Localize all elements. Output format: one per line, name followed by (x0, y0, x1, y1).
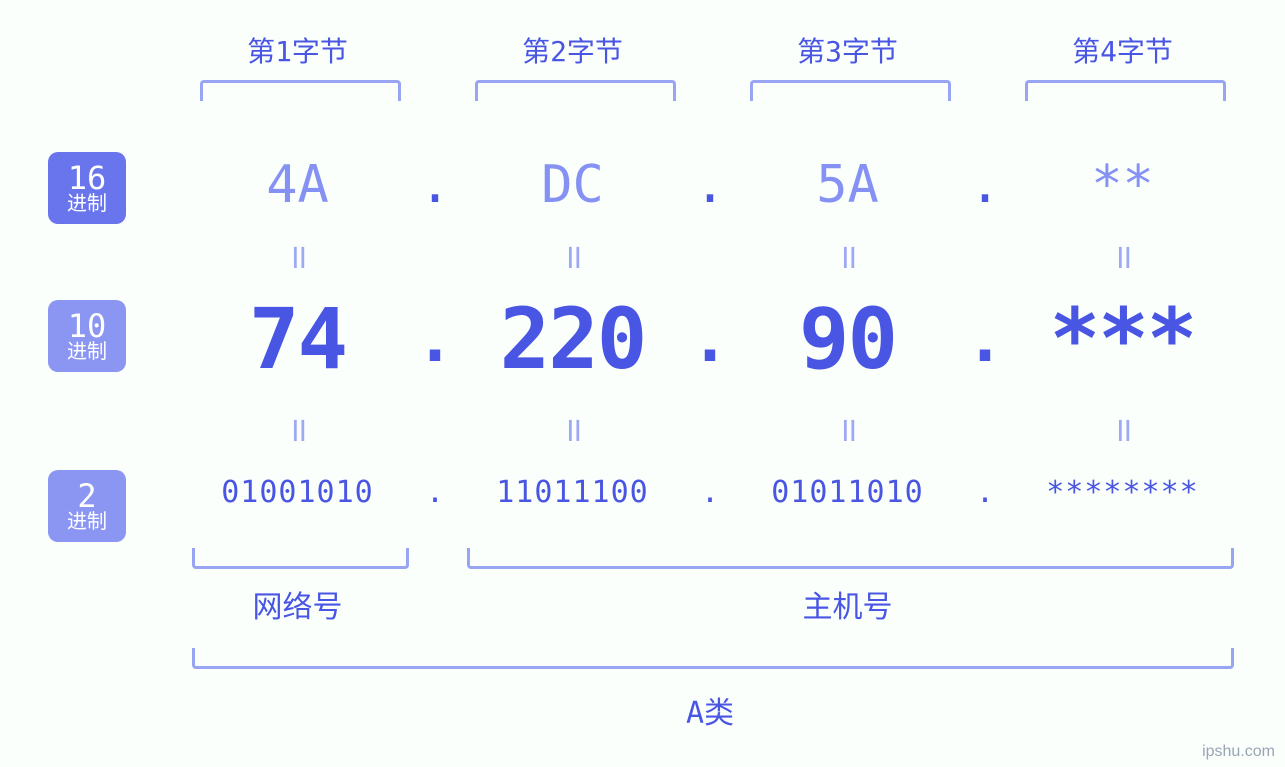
equals-icon: ॥ (1005, 232, 1240, 278)
hex-byte-2: DC (455, 155, 690, 215)
span-bracket-icon (467, 548, 1234, 569)
dec-byte-1: 74 (180, 290, 415, 390)
equals-icon: ॥ (180, 405, 415, 451)
byte-bracket-icon (200, 80, 401, 101)
diagram-content: 第1字节 第2字节 第3字节 第4字节 4A . DC . 5A . ** ॥ … (180, 0, 1240, 767)
span-bracket-icon (192, 548, 409, 569)
byte-label-2: 第2字节 (455, 30, 690, 70)
equals-icon: ॥ (455, 232, 690, 278)
equals-icon: ॥ (730, 405, 965, 451)
host-label: 主机号 (648, 582, 1048, 626)
span-bracket-icon (192, 648, 1234, 669)
byte-label-1: 第1字节 (180, 30, 415, 70)
byte-bracket-icon (475, 80, 676, 101)
network-label: 网络号 (98, 582, 498, 626)
bin-byte-1: 01001010 (180, 475, 415, 510)
dot-icon: . (965, 155, 1005, 215)
bin-byte-4: ******** (1005, 475, 1240, 510)
dot-icon: . (965, 290, 1005, 390)
dot-icon: . (690, 475, 730, 510)
dot-icon: . (415, 290, 455, 390)
badge-hex: 16 进制 (48, 152, 126, 224)
badge-hex-number: 16 (68, 162, 107, 196)
dec-byte-2: 220 (455, 290, 690, 390)
bin-byte-3: 01011010 (730, 475, 965, 510)
bin-byte-2: 11011100 (455, 475, 690, 510)
badge-bin: 2 进制 (48, 470, 126, 542)
class-label: A类 (510, 688, 910, 732)
badge-hex-caption: 进制 (67, 193, 107, 214)
badge-dec-caption: 进制 (67, 341, 107, 362)
equals-row-1: ॥ ॥ ॥ ॥ (180, 232, 1240, 278)
badge-bin-number: 2 (77, 480, 96, 514)
hex-byte-3: 5A (730, 155, 965, 215)
dot-icon: . (965, 475, 1005, 510)
equals-icon: ॥ (730, 232, 965, 278)
badge-bin-caption: 进制 (67, 511, 107, 532)
hex-byte-4: ** (1005, 155, 1240, 215)
dot-icon: . (415, 475, 455, 510)
dec-byte-3: 90 (730, 290, 965, 390)
badge-dec: 10 进制 (48, 300, 126, 372)
dot-icon: . (690, 290, 730, 390)
byte-bracket-icon (1025, 80, 1226, 101)
byte-label-4: 第4字节 (1005, 30, 1240, 70)
byte-bracket-icon (750, 80, 951, 101)
byte-label-row: 第1字节 第2字节 第3字节 第4字节 (180, 30, 1240, 70)
hex-byte-1: 4A (180, 155, 415, 215)
badge-dec-number: 10 (68, 310, 107, 344)
equals-icon: ॥ (455, 405, 690, 451)
dot-icon: . (690, 155, 730, 215)
bin-row: 01001010 . 11011100 . 01011010 . *******… (180, 475, 1240, 510)
equals-icon: ॥ (180, 232, 415, 278)
hex-row: 4A . DC . 5A . ** (180, 155, 1240, 215)
dot-icon: . (415, 155, 455, 215)
dec-row: 74 . 220 . 90 . *** (180, 290, 1240, 390)
byte-label-3: 第3字节 (730, 30, 965, 70)
watermark: ipshu.com (1202, 743, 1275, 761)
equals-row-2: ॥ ॥ ॥ ॥ (180, 405, 1240, 451)
equals-icon: ॥ (1005, 405, 1240, 451)
dec-byte-4: *** (1005, 290, 1240, 390)
